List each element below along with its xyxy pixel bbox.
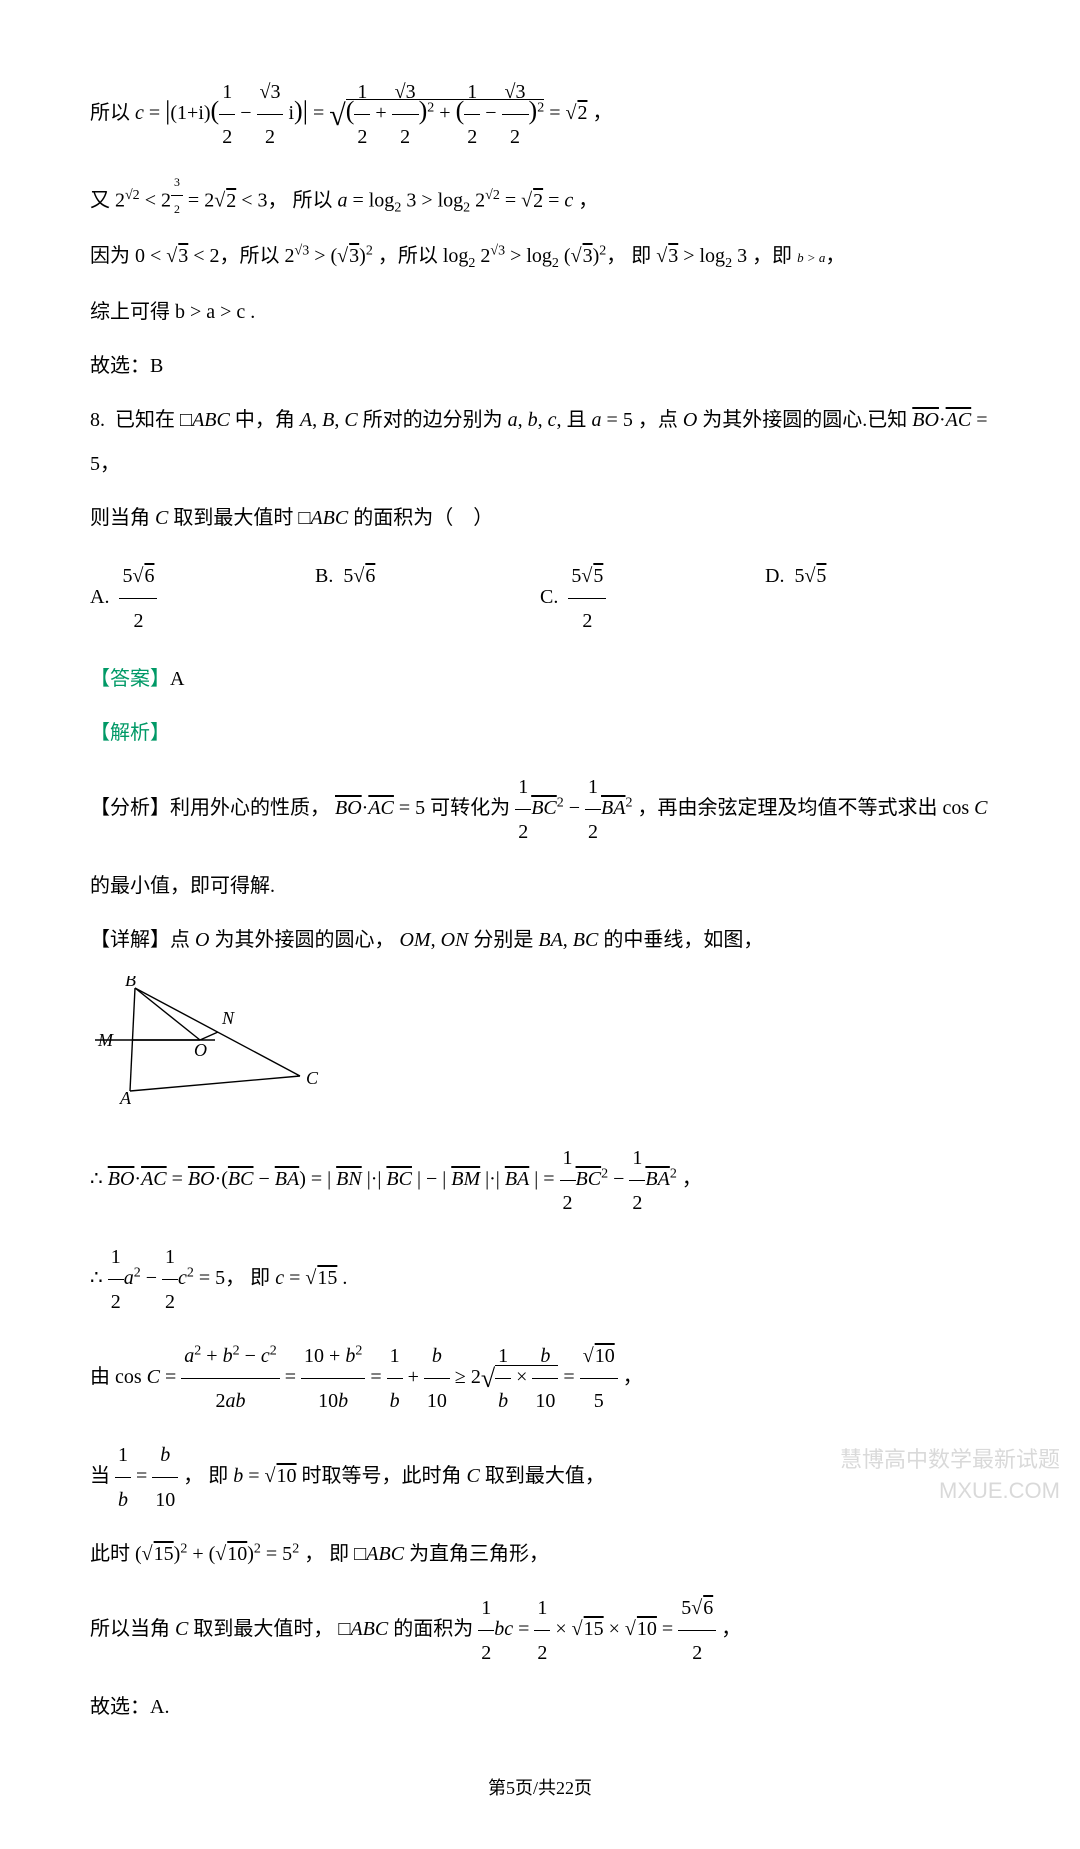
solution-line-5: 故选：B — [90, 344, 990, 388]
q8-step3: 由 cos C = a2 + b2 − c22ab = 10 + b210b =… — [90, 1334, 990, 1423]
q8-step6: 所以当角 C 取到最大值时， □ABC 的面积为 12bc = 12 × √15… — [90, 1586, 990, 1675]
geometry-diagram: A B C M NO — [90, 976, 990, 1122]
analysis-label: 【解析】 — [90, 711, 990, 755]
q8-stem-line1: 8. 已知在 □ABC 中，角 A, B, C 所对的边分别为 a, b, c,… — [90, 398, 990, 486]
watermark-line1: 慧博高中数学最新试题 — [840, 1445, 1060, 1476]
svg-text:B: B — [125, 976, 136, 990]
option-b: B. 5√6 — [315, 554, 540, 643]
option-d: D. 5√5 — [765, 554, 990, 643]
page-footer: 第5页/共22页 — [90, 1769, 990, 1809]
watermark: 慧博高中数学最新试题 MXUE.COM — [840, 1445, 1060, 1507]
q8-fenxi-2: 的最小值，即可得解. — [90, 864, 990, 908]
q8-options: A. 5√62 B. 5√6 C. 5√52 D. 5√5 — [90, 554, 990, 643]
watermark-line2: MXUE.COM — [840, 1476, 1060, 1507]
answer-label: 【答案】 — [90, 668, 170, 690]
solution-line-3: 因为 0 < √3 < 2，所以 2√3 > (√3)2 ，所以 log2 2√… — [90, 234, 990, 280]
q8-step5: 此时 (√15)2 + (√10)2 = 52 ， 即 □ABC 为直角三角形， — [90, 1532, 990, 1576]
solution-line-4: 综上可得 b > a > c . — [90, 290, 990, 334]
svg-text:O: O — [194, 1040, 207, 1060]
svg-text:M: M — [97, 1030, 114, 1050]
svg-text:N: N — [221, 1008, 235, 1028]
svg-text:C: C — [306, 1068, 319, 1088]
q8-step2: ∴ 12a2 − 12c2 = 5， 即 c = √15 . — [90, 1235, 990, 1324]
solution-line-2: 又 2√2 < 232 = 2√2 < 3， 所以 a = log2 3 > l… — [90, 169, 990, 224]
option-a: A. 5√62 — [90, 554, 315, 643]
svg-text:A: A — [119, 1088, 132, 1106]
answer-value: A — [170, 668, 184, 690]
q8-step7: 故选：A. — [90, 1685, 990, 1729]
q8-detail-intro: 【详解】点 O 为其外接圆的圆心， OM, ON 分别是 BA, BC 的中垂线… — [90, 918, 990, 962]
q8-step1: ∴ BO·AC = BO·(BC − BA) = | BN |·| BC | −… — [90, 1136, 990, 1225]
page-content: 所以 c = |(1+i)(12 − √32 i)| = √(12 + √32)… — [0, 0, 1080, 1849]
q8-fenxi: 【分析】利用外心的性质， BO·AC = 5 可转化为 12BC2 − 12BA… — [90, 765, 990, 854]
answer-row: 【答案】A — [90, 657, 990, 701]
option-c: C. 5√52 — [540, 554, 765, 643]
q8-stem-line2: 则当角 C 取到最大值时 □ABC 的面积为（ ） — [90, 496, 990, 540]
solution-line-1: 所以 c = |(1+i)(12 − √32 i)| = √(12 + √32)… — [90, 70, 990, 159]
